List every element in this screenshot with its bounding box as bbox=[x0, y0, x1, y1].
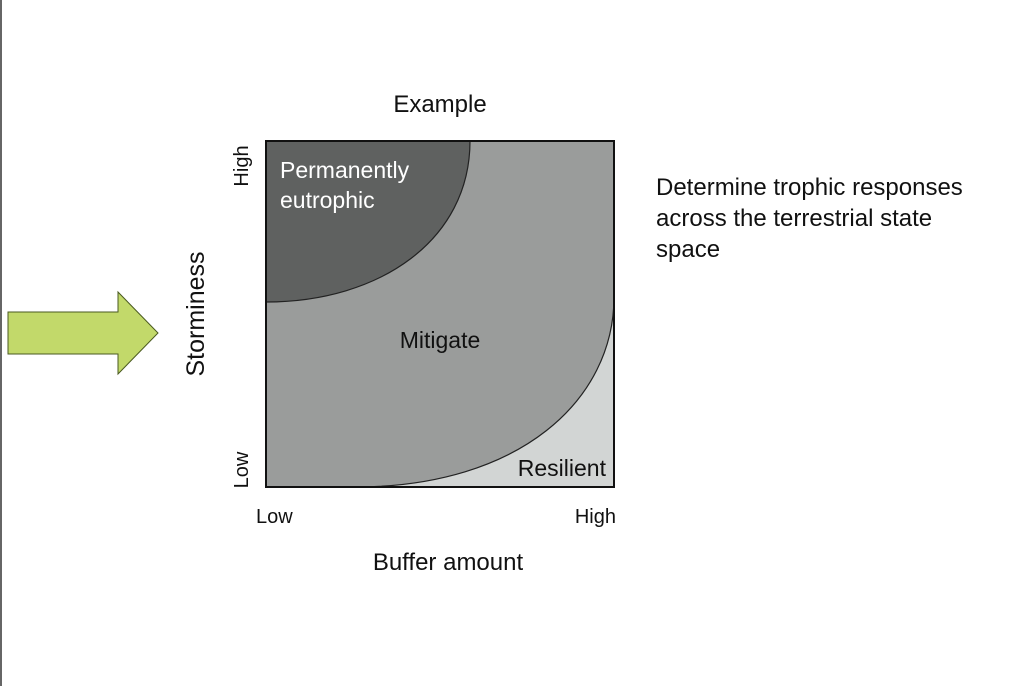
y-low: Low bbox=[231, 451, 253, 488]
arrow bbox=[7, 290, 159, 376]
note: Determine trophic responses across the t… bbox=[656, 174, 963, 263]
region-label: Permanently eutrophic bbox=[280, 157, 416, 213]
y-axis-label: Storminess bbox=[182, 251, 210, 376]
title: Example bbox=[393, 91, 486, 118]
x-high: High bbox=[575, 506, 616, 528]
plot-frame bbox=[265, 140, 615, 488]
x-axis-label: Buffer amount bbox=[373, 549, 524, 576]
x-low: Low bbox=[256, 506, 293, 528]
y-high: High bbox=[231, 145, 253, 186]
region-label: Mitigate bbox=[400, 327, 481, 353]
eutrophic-region bbox=[265, 140, 471, 303]
region-label: Resilient bbox=[518, 455, 607, 481]
